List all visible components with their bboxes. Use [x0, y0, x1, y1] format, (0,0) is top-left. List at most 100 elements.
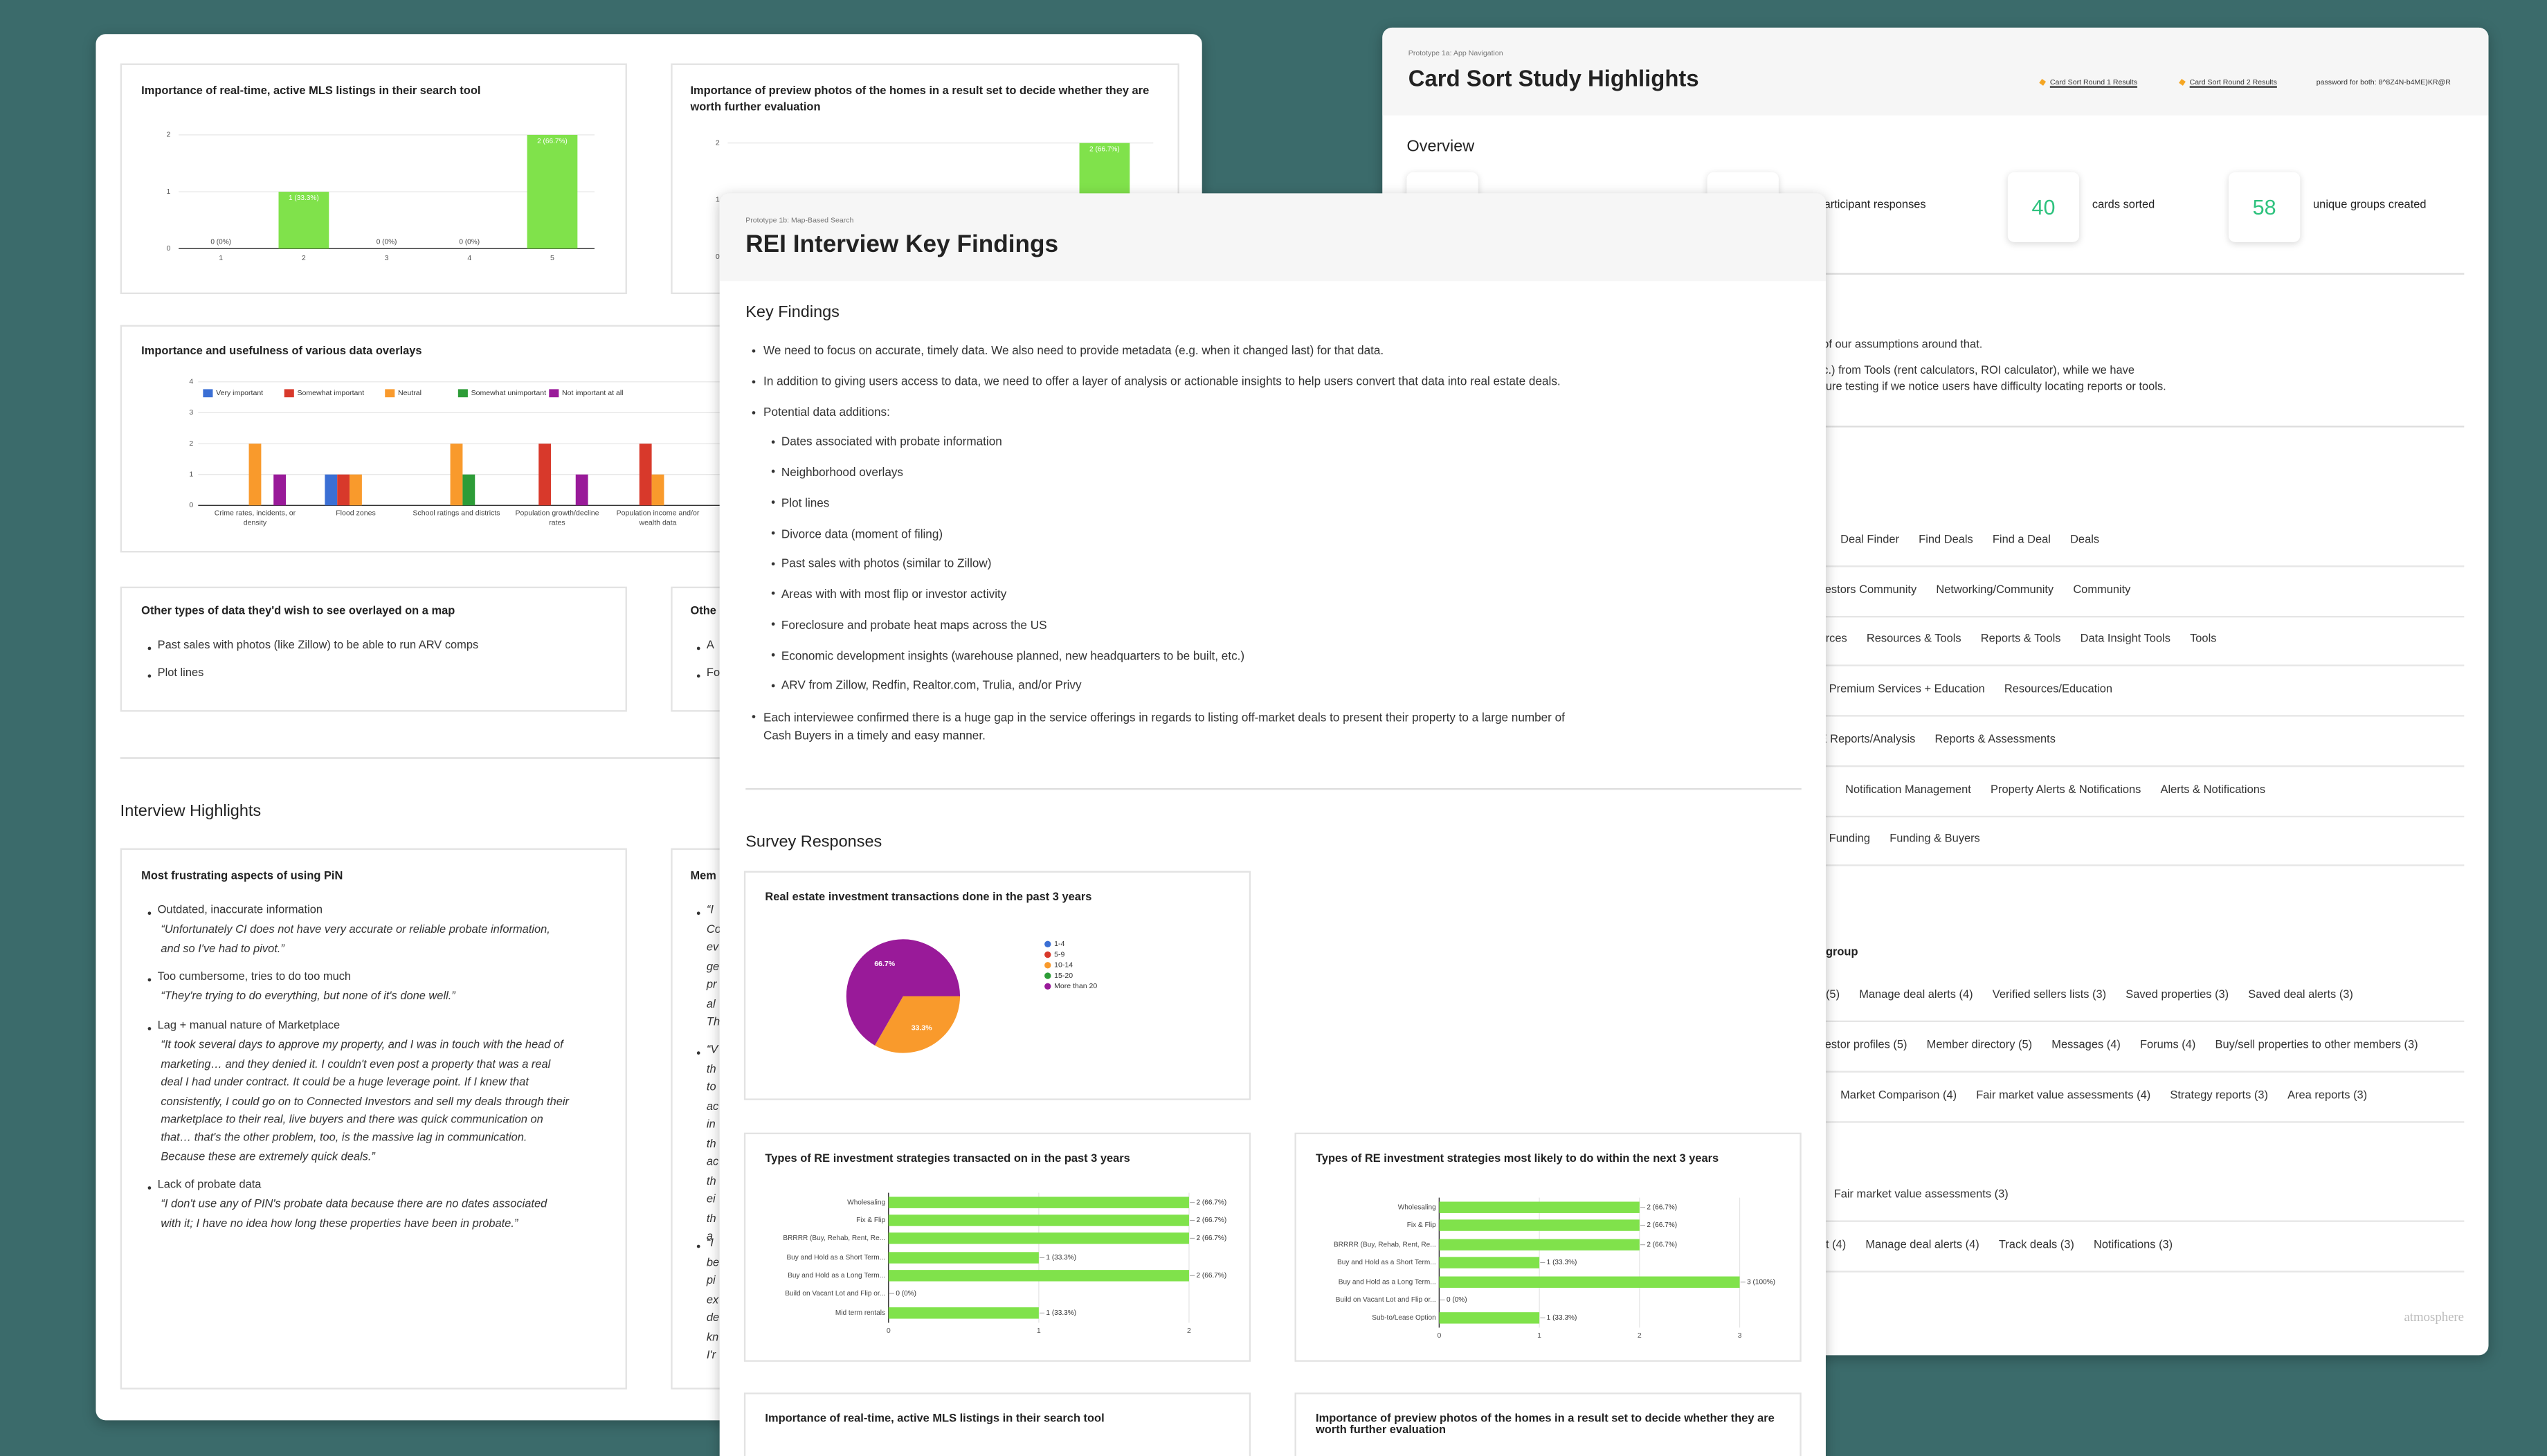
panel: [120, 586, 627, 712]
panel-title: Most frustrating aspects of using PiN: [141, 871, 343, 884]
bar: [350, 474, 362, 506]
list-item: Plot lines: [157, 668, 204, 680]
page-header: [719, 193, 1826, 282]
bar: [1439, 1239, 1640, 1250]
legend-swatch: [1044, 951, 1051, 958]
quote-line: ex: [706, 1295, 719, 1307]
finding: In addition to giving users access to da…: [763, 374, 1561, 389]
row-divider: [1825, 565, 2465, 567]
y-tick-label: 2: [167, 131, 171, 139]
page-title: REI Interview Key Findings: [745, 231, 1059, 259]
stat-box: [2007, 172, 2080, 242]
x-tick-wrap: Population growth/decline rates: [515, 508, 599, 526]
legend-swatch: [385, 389, 395, 398]
stat-value: 40: [2031, 194, 2056, 219]
quote-line: deal I had under contract. It could be a…: [161, 1077, 529, 1089]
tag-row: t (4) Manage deal alerts (4) Track deals (…: [1826, 1238, 2173, 1254]
tag: Track deals (3): [1998, 1239, 2074, 1252]
quote-line: pi: [706, 1276, 716, 1288]
x-tick-label: 4: [467, 254, 471, 262]
panel: [743, 871, 1251, 1100]
y-tick-label: Build on Vacant Lot and Flip or...: [1336, 1296, 1436, 1304]
quote-line: and so I've had to pivot.”: [161, 943, 284, 956]
value-label: 0 (0%): [1447, 1296, 1467, 1304]
tag: Notifications (3): [2094, 1239, 2173, 1252]
pie-slice: [846, 939, 961, 1046]
quote-line: th: [706, 1138, 716, 1151]
quote-line: al: [706, 999, 716, 1011]
note: ture testing if we notice users have dif…: [1822, 382, 2166, 394]
tag-row: Premium Services + Education Resources/Ed…: [1829, 682, 2112, 698]
tag: Funding & Buyers: [1889, 834, 1980, 846]
slice-label: 66.7%: [874, 960, 896, 968]
row-divider: [1825, 864, 2465, 866]
quote-line: ei: [706, 1194, 716, 1207]
quote-line: Because these are extremely quick deals.…: [161, 1152, 375, 1163]
x-tick-label: School ratings and districts: [413, 508, 500, 517]
page-title: Card Sort Study Highlights: [1408, 64, 1699, 91]
x-tick-label: 2: [302, 254, 306, 262]
interview-page: Prototype 1b: Map-Based Search REI Interv…: [719, 193, 1826, 1456]
tag: Tools: [2190, 634, 2217, 646]
result-link[interactable]: Card Sort Round 2 Results: [2189, 78, 2277, 87]
bullet-dot: [752, 348, 756, 352]
value-label: 2 (66.7%): [1647, 1241, 1677, 1248]
bar: [888, 1214, 1189, 1226]
quote-line: marketing… and they denied it. I couldn'…: [161, 1059, 551, 1071]
divider: [1406, 426, 2465, 428]
divider: [120, 757, 1179, 759]
tag: Data Insight Tools: [2080, 634, 2170, 646]
legend-swatch: [1044, 983, 1051, 990]
page-header: [1382, 27, 2489, 116]
quote-line: to: [706, 1082, 716, 1095]
tag: Manage deal alerts (4): [1859, 990, 1973, 1001]
addition: Plot lines: [781, 495, 830, 510]
bullet-dot: [771, 561, 775, 565]
result-link[interactable]: Card Sort Round 1 Results: [2049, 78, 2138, 87]
note: c.) from Tools (rent calculators, ROI ca…: [1822, 366, 2135, 378]
y-tick-label: 0: [189, 501, 193, 509]
chart: 0 1 2 Wholesaling 2 (66.7%) Fix & Flip 2 (66.7…: [783, 1192, 1226, 1335]
chart-title: Importance of preview photos of the home…: [690, 87, 1150, 113]
legend-label: Neutral: [398, 389, 422, 397]
list-item: A: [706, 641, 714, 653]
quote-line: pr: [706, 980, 717, 992]
slice-label: 33.3%: [912, 1023, 933, 1032]
password: password for both: 8^8Z4N-b4ME)KR@R: [2316, 78, 2451, 87]
bar: [639, 444, 652, 506]
x-tick-label: 1: [219, 254, 223, 262]
bullet-dot: [696, 646, 700, 650]
legend-swatch: [457, 389, 468, 398]
tag: Deal Finder: [1840, 534, 1900, 546]
value-label: 2 (66.7%): [1647, 1203, 1677, 1211]
x-tick-label: 3: [1738, 1331, 1742, 1340]
legend-swatch: [284, 389, 294, 398]
y-tick-label: Fix & Flip: [856, 1217, 885, 1224]
tag: Fair market value assessments (3): [1833, 1189, 2009, 1201]
chart-title: Importance and usefulness of various dat…: [141, 347, 422, 358]
x-tick-label: Population income and/or wealth data: [616, 508, 700, 526]
y-tick-label: Fix & Flip: [1407, 1221, 1436, 1229]
tag: Member directory (5): [1926, 1039, 2033, 1052]
x-tick-label: Population growth/decline rates: [515, 508, 599, 526]
tag: Find Deals: [1919, 534, 1973, 546]
quote-line: th: [706, 1213, 716, 1226]
finding: Potential data additions:: [763, 405, 890, 420]
bar: [1439, 1257, 1540, 1268]
tag: Community: [2073, 584, 2131, 597]
quote-line: ac: [706, 1101, 719, 1113]
tag: Networking/Community: [1936, 584, 2054, 597]
y-tick-label: 2: [716, 138, 720, 147]
bar: [1439, 1201, 1640, 1213]
quote-line: “It took several days to approve my prop…: [161, 1040, 563, 1053]
finding: Each interviewee confirmed there is a hu…: [763, 710, 1565, 743]
legend-swatch: [1044, 962, 1051, 969]
bar: [1439, 1219, 1640, 1231]
x-tick-label: 2: [1187, 1327, 1191, 1335]
row-divider: [1825, 1121, 2465, 1122]
chart-title: Importance of real-time, active MLS list…: [765, 1414, 1105, 1426]
logo: atmosphere: [2404, 1309, 2465, 1325]
bullet-dot: [771, 439, 775, 443]
tag-row: Notification Management Property Alerts &…: [1845, 783, 2265, 799]
row-divider: [1825, 665, 2465, 666]
